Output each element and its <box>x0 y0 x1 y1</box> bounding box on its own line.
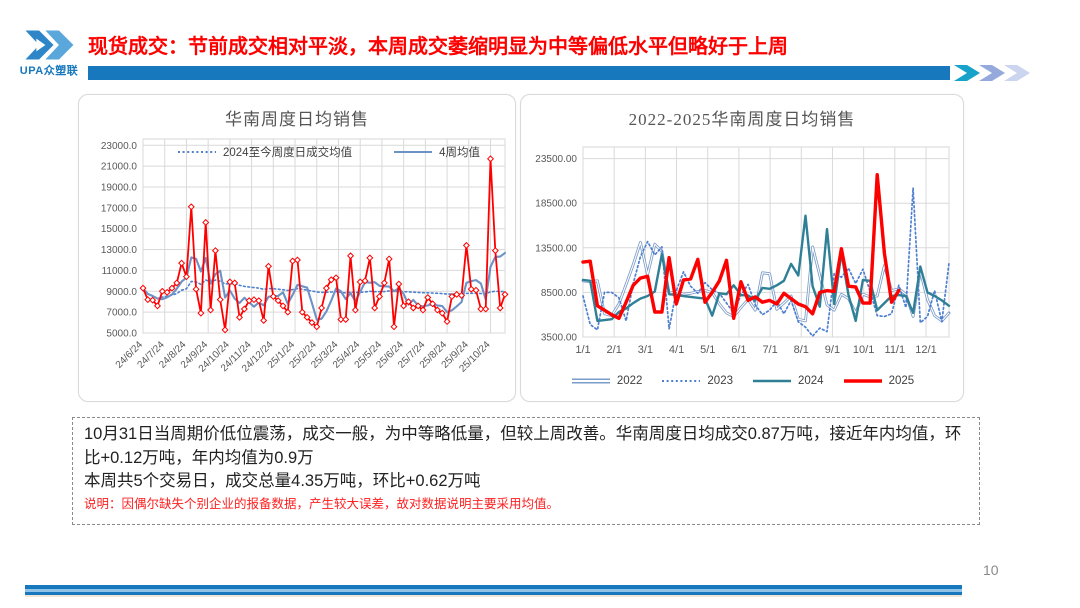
legend-label: 2024至今周度日成交均值 <box>223 147 353 159</box>
svg-text:1/1: 1/1 <box>575 344 590 356</box>
svg-text:13500.00: 13500.00 <box>535 243 577 254</box>
dotted-line-sample-icon <box>178 151 216 153</box>
footer-divider <box>25 585 962 597</box>
company-logo-text: UPA众塑联 <box>19 65 79 77</box>
company-logo: UPA众塑联 <box>10 26 88 78</box>
page-title: 现货成交：节前成交相对平淡，本周成交萎缩明显为中等偏低水平但略好于上周 <box>88 36 788 58</box>
solid-line-sample-icon <box>753 379 791 383</box>
legend-left: 2024至今周度日成交均值 4周均值 <box>149 144 507 160</box>
commentary-line: 本周共5个交易日，成交总量4.35万吨，环比+0.62万吨 <box>84 472 481 491</box>
legend-item: 2024 <box>751 375 824 387</box>
chart-title-right: 2022-2025华南周度日均销售 <box>628 110 856 129</box>
legend-item: 2025 <box>842 375 915 387</box>
svg-text:11000.0: 11000.0 <box>102 266 138 277</box>
svg-text:5000.0: 5000.0 <box>106 329 137 340</box>
svg-text:2/1: 2/1 <box>607 344 622 356</box>
legend-item: 2022 <box>570 375 643 387</box>
commentary-note: 说明：因偶尔缺失个别企业的报备数据，产生较大误差，故对数据说明主要采用均值。 <box>84 496 560 511</box>
svg-text:5/1: 5/1 <box>700 344 715 356</box>
svg-text:3/1: 3/1 <box>638 344 653 356</box>
svg-text:7/1: 7/1 <box>762 344 777 356</box>
thick-line-sample-icon <box>843 379 882 383</box>
chart-panel-yearly-comparison: 2022-2025华南周度日均销售 3500.00 8500.00 13500.00… <box>520 94 964 402</box>
svg-text:9/1: 9/1 <box>825 344 840 356</box>
svg-text:15000.0: 15000.0 <box>101 224 138 235</box>
svg-text:18500.00: 18500.00 <box>535 199 577 210</box>
company-logo-icon <box>25 30 74 60</box>
weekly-sales-chart: 5000.0 7000.0 9000.0 11000.0 13000.0 15000.0 1… <box>101 138 509 375</box>
double-line-sample-icon <box>571 378 610 384</box>
svg-text:4/1: 4/1 <box>669 344 684 356</box>
legend-label: 2023 <box>707 375 733 387</box>
svg-text:6/1: 6/1 <box>731 344 746 356</box>
page-number: 10 <box>983 562 999 578</box>
legend-item: 2023 <box>660 375 733 387</box>
legend-item: 2024至今周度日成交均值 <box>176 144 352 160</box>
title-underline-bar <box>88 66 950 80</box>
svg-text:8500.00: 8500.00 <box>541 288 578 299</box>
svg-text:19000.0: 19000.0 <box>101 182 138 193</box>
svg-text:12/1: 12/1 <box>915 344 936 356</box>
svg-text:3500.00: 3500.00 <box>541 333 578 344</box>
svg-text:7000.0: 7000.0 <box>106 308 137 319</box>
svg-text:13000.0: 13000.0 <box>101 245 138 256</box>
svg-text:21000.0: 21000.0 <box>101 162 138 173</box>
legend-label: 2025 <box>888 375 915 387</box>
legend-label: 2022 <box>616 375 643 387</box>
svg-text:8/1: 8/1 <box>794 344 809 356</box>
chart-panel-weekly-sales: 华南周度日均销售 5000.0 7000.0 9000.0 11000.0 13000.… <box>78 94 516 402</box>
svg-text:9000.0: 9000.0 <box>106 287 137 298</box>
legend-label: 4周均值 <box>439 147 480 159</box>
commentary-line: 10月31日当周期价低位震荡，成交一般，为中等略低量，但较上周改善。华南周度日均… <box>84 425 962 467</box>
solid-line-sample-icon <box>394 150 433 154</box>
commentary-box: 10月31日当周期价低位震荡，成交一般，为中等略低量，但较上周改善。华南周度日均… <box>72 417 980 525</box>
svg-text:10/1: 10/1 <box>853 344 874 356</box>
legend-label: 2024 <box>798 375 824 387</box>
legend-item: 4周均值 <box>392 144 480 160</box>
chart-title-left: 华南周度日均销售 <box>225 110 369 129</box>
svg-text:23500.00: 23500.00 <box>535 154 577 165</box>
svg-text:23000.0: 23000.0 <box>101 141 138 152</box>
legend-right: 2022 2023 2024 2025 <box>521 375 963 387</box>
svg-text:11/1: 11/1 <box>885 344 906 356</box>
chevrons-icon <box>954 65 1030 81</box>
dotted-line-sample-icon <box>662 380 701 382</box>
svg-text:17000.0: 17000.0 <box>101 203 138 214</box>
yearly-comparison-chart: 3500.00 8500.00 13500.00 18500.00 23500.00 1/… <box>535 146 951 356</box>
